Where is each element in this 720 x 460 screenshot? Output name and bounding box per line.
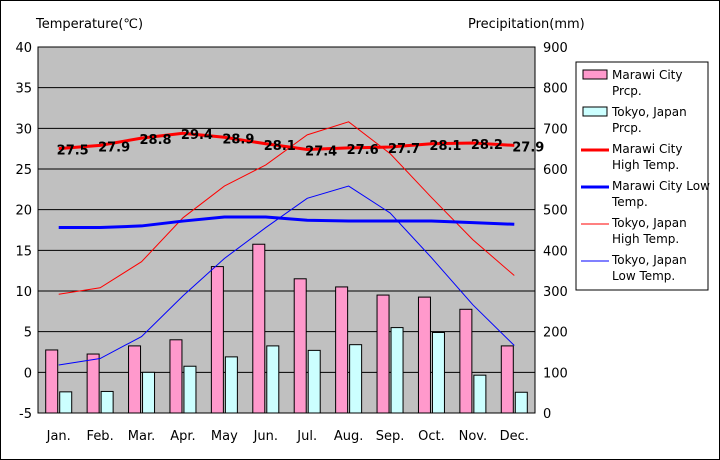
precip-bar [59,391,73,414]
y-left-tick-label: 25 [15,163,32,178]
plot-area [37,46,536,414]
y-left-tick-label: 40 [15,41,32,56]
precip-bar [514,391,528,414]
precip-bar [349,344,363,414]
y-left-tick-label: 30 [15,122,32,137]
precip-bar [335,286,349,414]
y-left-tick-label: 5 [24,326,32,341]
data-label: 28.1 [264,139,296,154]
x-tick-label: Jul. [296,429,317,444]
x-tick-label: Jan. [46,429,71,444]
precip-bar [183,365,197,414]
legend-label: High Temp. [612,232,679,246]
data-label: 27.5 [57,144,89,159]
y-left-tick-label: -5 [19,407,32,422]
axes: 40 35 30 25 20 15 10 5 0 -5 900 800 700 600 500 400 300 2… [15,41,567,444]
precip-bar [307,349,321,414]
x-tick-label: May [211,429,238,444]
legend-label: Tokyo, Japan [611,253,687,267]
data-label: 27.9 [98,140,130,155]
precip-bar [473,374,487,414]
data-label: 28.1 [429,139,461,154]
precip-bar [210,266,224,414]
y-right-tick-label: 700 [543,122,568,137]
data-label: 28.9 [222,132,254,147]
legend-label: Low Temp. [612,269,675,283]
x-tick-label: Mar. [128,429,155,444]
y-left-tick-label: 10 [15,285,32,300]
precip-bar [266,345,280,414]
legend-box [575,61,709,291]
x-tick-label: Sep. [376,429,405,444]
y-axis-right-title: Precipitation(mm) [468,17,585,32]
precip-bar [128,345,142,414]
x-tick-label: Feb. [87,429,114,444]
temp-line [58,121,515,295]
precip-bar [224,356,238,414]
y-right-tick-label: 100 [543,366,568,381]
y-right-tick-label: 400 [543,244,568,259]
x-tick-label: Apr. [170,429,195,444]
legend-label: Tokyo, Japan [611,105,687,119]
precip-bar [500,345,514,414]
precip-bar [169,339,183,414]
precip-bar [417,296,431,414]
precip-bar [390,327,404,414]
y-right-tick-label: 300 [543,285,568,300]
data-label: 29.4 [181,128,213,143]
y-left-tick-label: 35 [15,82,32,97]
precip-bar [431,331,445,414]
precip-bar [100,390,114,414]
precip-bar [252,243,266,414]
legend-label: Tokyo, Japan [611,216,687,230]
precip-bar [293,278,307,414]
data-label: 28.8 [140,133,172,148]
y-right-tick-label: 800 [543,82,568,97]
y-right-tick-label: 900 [543,41,568,56]
data-label: 27.9 [512,140,544,155]
data-label: 28.2 [471,138,503,153]
temperature-lines [58,121,515,366]
temp-line [58,215,515,230]
y-right-tick-label: 600 [543,163,568,178]
x-tick-label: Jun. [253,429,278,444]
data-label: 27.6 [347,143,379,158]
legend-label: Prcp. [612,84,642,98]
y-left-tick-label: 20 [15,204,32,219]
precip-bars [45,243,528,414]
precip-bar [459,308,473,414]
x-tick-label: Dec. [500,429,529,444]
legend-swatch [582,106,608,117]
legend-swatch [582,69,608,80]
precip-bar [86,353,100,414]
precip-bar [142,371,156,414]
grid-lines [38,87,535,373]
precip-bar [45,349,59,414]
legend-label: Temp. [611,195,648,209]
precip-bar [376,294,390,414]
y-left-tick-label: 0 [24,366,32,381]
y-left-tick-label: 15 [15,244,32,259]
legend-label: Marawi City [612,142,682,156]
legend-label: Marawi City Low [612,179,710,193]
y-right-tick-label: 0 [543,407,551,422]
legend-label: Prcp. [612,121,642,135]
data-label: 27.4 [305,144,337,159]
y-right-tick-label: 500 [543,204,568,219]
legend-label: Marawi City [612,68,682,82]
data-label: 27.7 [388,142,420,157]
x-tick-label: Aug. [334,429,364,444]
temp-line [58,131,515,151]
temp-line [58,185,515,366]
y-axis-left-title: Temperature(℃) [35,17,143,32]
x-tick-label: Nov. [459,429,488,444]
legend-label: High Temp. [612,158,679,172]
legend: Marawi City Prcp. Tokyo, Japan Prcp. Marawi … [575,61,710,291]
data-labels: 27.5 27.9 28.8 29.4 28.9 28.1 27.4 27.6 27.7 28.1… [57,128,545,159]
y-right-tick-label: 200 [543,326,568,341]
x-tick-label: Oct. [418,429,445,444]
